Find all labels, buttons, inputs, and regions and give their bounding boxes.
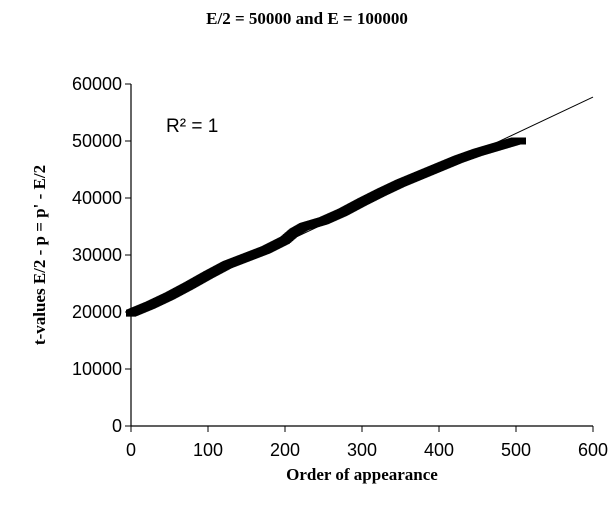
x-tick-label: 500 [501,440,531,460]
x-tick-label: 200 [270,440,300,460]
y-tick-label: 30000 [72,245,122,265]
y-tick-label: 20000 [72,302,122,322]
y-tick-label: 60000 [72,74,122,94]
x-ticks: 0 100 200 300 400 500 600 [126,426,608,460]
y-tick-label: 10000 [72,359,122,379]
plot-area: 0 10000 20000 30000 40000 50000 60000 0 100 200 3… [72,74,608,460]
r-squared-annotation: R² = 1 [166,116,218,137]
y-axis-title: t-values E/2 - p = p' - E/2 [30,165,49,345]
chart-title: E/2 = 50000 and E = 100000 [206,9,408,28]
x-tick-label: 0 [126,440,136,460]
y-ticks: 0 10000 20000 30000 40000 50000 60000 [72,74,131,436]
x-tick-label: 100 [193,440,223,460]
data-points [126,137,526,317]
x-tick-label: 400 [424,440,454,460]
x-tick-label: 300 [347,440,377,460]
y-tick-label: 40000 [72,188,122,208]
trendline [130,96,594,316]
x-tick-label: 600 [578,440,608,460]
y-tick-label: 50000 [72,131,122,151]
y-tick-label: 0 [112,416,122,436]
x-axis-title: Order of appearance [286,465,438,484]
